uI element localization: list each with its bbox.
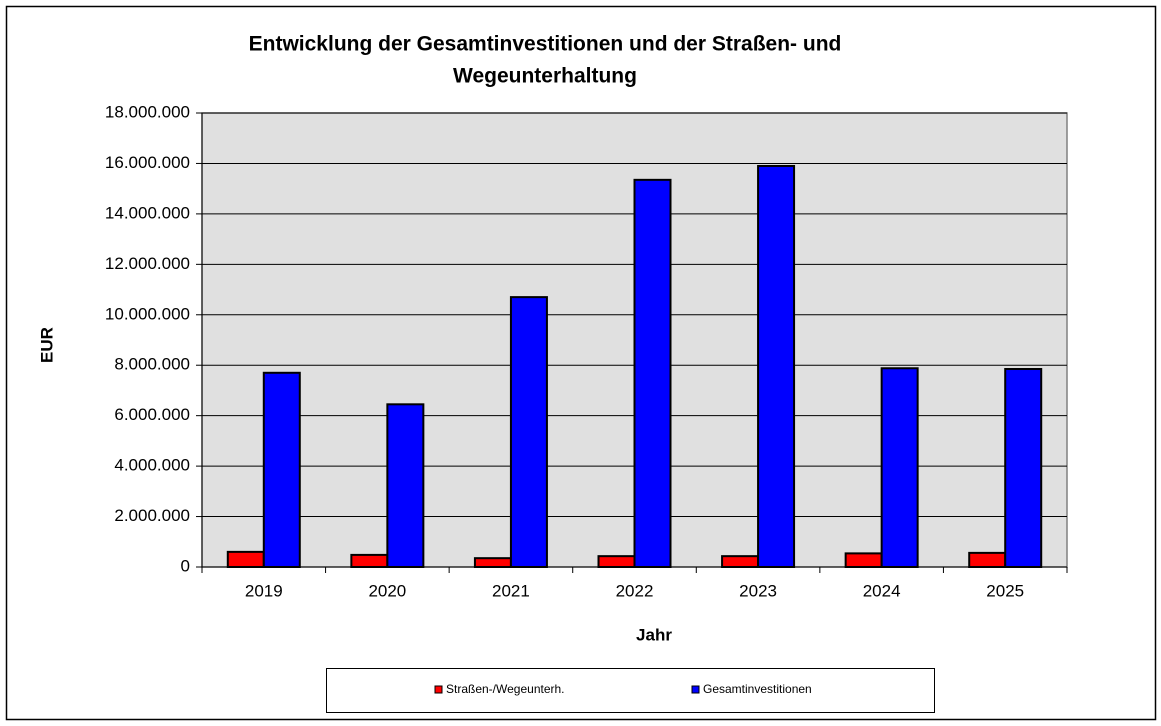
bar [633,178,672,568]
x-tick-label: 2020 [368,581,406,600]
y-tick-label: 8.000.000 [114,355,190,374]
legend-swatch [691,685,700,694]
bar [473,557,512,569]
legend-swatch [434,685,443,694]
y-tick-label: 4.000.000 [114,456,190,475]
y-tick-label: 16.000.000 [105,153,190,172]
x-tick-label: 2022 [616,581,654,600]
y-tick-label: 18.000.000 [105,102,190,121]
y-tick-label: 0 [181,556,190,575]
y-tick-label: 6.000.000 [114,405,190,424]
bar [350,553,389,568]
y-tick-label: 12.000.000 [105,254,190,273]
legend-label: Gesamtinvestitionen [703,682,812,696]
bar [880,367,919,569]
x-tick-label: 2023 [739,581,777,600]
bar [597,555,636,568]
bar [226,550,265,568]
chart-title: Entwicklung der Gesamtinvestitionen und … [249,33,842,56]
y-tick-label: 2.000.000 [114,506,190,525]
x-tick-label: 2025 [986,581,1024,600]
y-tick-label: 14.000.000 [105,203,190,222]
bar [721,555,760,568]
bar [1004,368,1043,568]
x-axis-label: Jahr [636,625,672,644]
bar [386,403,425,569]
x-tick-label: 2019 [245,581,283,600]
bar [509,296,548,568]
bar [844,552,883,569]
legend [326,668,935,713]
chart-title: Wegeunterhaltung [453,65,637,88]
bar [968,551,1007,568]
x-tick-label: 2024 [863,581,901,600]
bar [757,164,796,568]
bar [262,371,301,568]
x-tick-label: 2021 [492,581,530,600]
y-axis-label: EUR [37,327,56,363]
y-tick-label: 10.000.000 [105,304,190,323]
legend-label: Straßen-/Wegeunterh. [446,682,565,696]
